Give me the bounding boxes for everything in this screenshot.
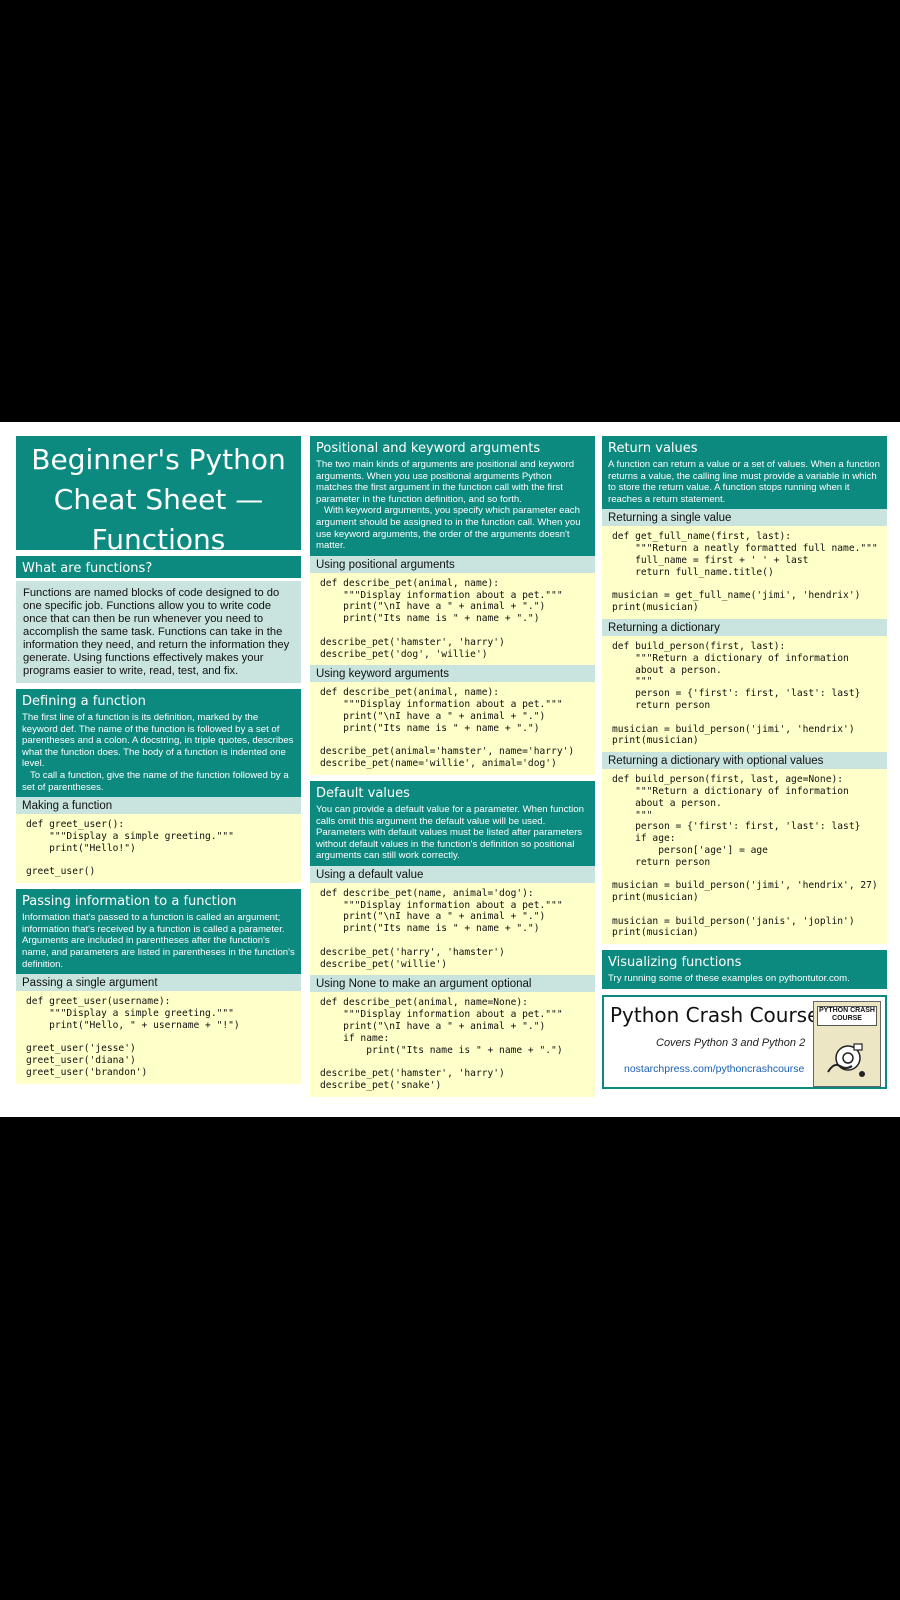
defining-text: The first line of a function is its defi…	[16, 711, 301, 798]
defaults-text: You can provide a default value for a pa…	[310, 802, 595, 866]
book-cover-image: PYTHON CRASH COURSE	[813, 1000, 881, 1087]
defining-text-2: To call a function, give the name of the…	[22, 769, 289, 793]
single-value-code: def get_full_name(first, last): """Retur…	[602, 526, 887, 619]
cheat-sheet: Beginner's Python Cheat Sheet — Function…	[0, 422, 900, 1117]
keyword-args-subhead: Using keyword arguments	[310, 665, 595, 683]
keyword-args-code: def describe_pet(animal, name): """Displ…	[310, 682, 595, 775]
defining-text-1: The first line of a function is its defi…	[22, 712, 294, 770]
sheet-title: Beginner's Python Cheat Sheet — Function…	[16, 436, 301, 556]
column-2: Positional and keyword arguments The two…	[310, 436, 595, 1097]
visualizing-text: Try running some of these examples on py…	[602, 972, 887, 989]
return-dict-subhead: Returning a dictionary	[602, 618, 887, 636]
positional-text-2: With keyword arguments, you specify whic…	[316, 505, 581, 552]
positional-args-subhead: Using positional arguments	[310, 555, 595, 573]
passing-heading: Passing information to a function	[16, 889, 301, 912]
promo-subtitle: Covers Python 3 and Python 2	[656, 1036, 806, 1049]
return-dict-code: def build_person(first, last): """Return…	[602, 635, 887, 753]
default-value-code: def describe_pet(name, animal='dog'): ""…	[310, 882, 595, 976]
single-argument-subhead: Passing a single argument	[16, 974, 301, 992]
what-text: Functions are named blocks of code desig…	[16, 581, 301, 683]
positional-text-1: The two main kinds of arguments are posi…	[316, 459, 575, 505]
making-function-subhead: Making a function	[16, 797, 301, 815]
promo-link[interactable]: nostarchpress.com/pythoncrashcourse	[624, 1062, 805, 1075]
positional-heading: Positional and keyword arguments	[310, 436, 595, 458]
column-3: Return values A function can return a va…	[602, 436, 887, 1089]
none-optional-subhead: Using None to make an argument optional	[310, 975, 595, 993]
positional-text: The two main kinds of arguments are posi…	[310, 458, 595, 556]
book-promo: Python Crash Course Covers Python 3 and …	[602, 994, 887, 1089]
return-heading: Return values	[602, 436, 887, 458]
robot-snake-icon	[827, 1043, 865, 1077]
positional-args-code: def describe_pet(animal, name): """Displ…	[310, 572, 595, 666]
none-optional-code: def describe_pet(animal, name=None): """…	[310, 992, 595, 1097]
passing-text: Information that's passed to a function …	[16, 911, 301, 975]
visualizing-heading: Visualizing functions	[602, 950, 887, 973]
single-argument-code: def greet_user(username): """Display a s…	[16, 991, 301, 1084]
default-value-subhead: Using a default value	[310, 865, 595, 883]
making-function-code: def greet_user(): """Display a simple gr…	[16, 814, 301, 884]
return-dict-optional-code: def build_person(first, last, age=None):…	[602, 769, 887, 945]
book-cover-title: PYTHON CRASH COURSE	[817, 1005, 877, 1026]
single-value-subhead: Returning a single value	[602, 509, 887, 527]
defining-heading: Defining a function	[16, 689, 301, 711]
promo-title: Python Crash Course	[610, 1002, 820, 1027]
column-1: Beginner's Python Cheat Sheet — Function…	[16, 436, 301, 1084]
return-text: A function can return a value or a set o…	[602, 458, 887, 510]
return-dict-optional-subhead: Returning a dictionary with optional val…	[602, 752, 887, 770]
defaults-heading: Default values	[310, 780, 595, 803]
what-heading: What are functions?	[16, 556, 301, 578]
